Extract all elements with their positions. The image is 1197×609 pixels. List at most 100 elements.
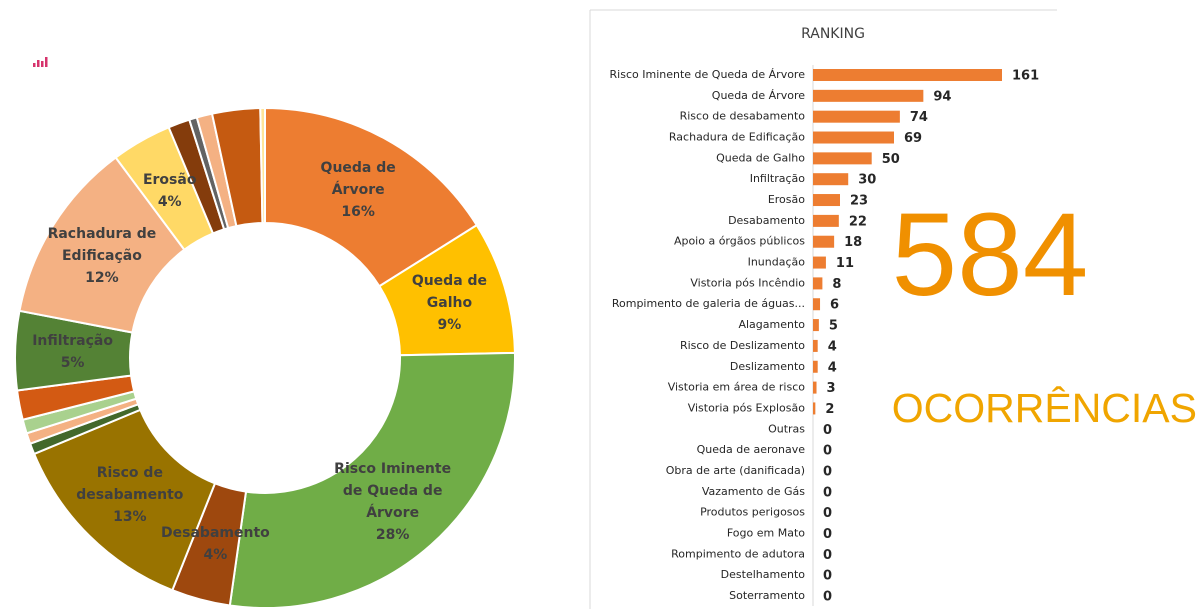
- slice-value: 28%: [375, 527, 410, 544]
- bar: [813, 152, 872, 165]
- slice-category: Desabamento: [161, 525, 270, 541]
- slice-category: Erosão: [142, 171, 197, 188]
- bar-value: 50: [882, 152, 900, 167]
- bar-category: Queda de Galho: [716, 151, 805, 164]
- bar-value: 69: [904, 131, 922, 146]
- bar-category: Rompimento de adutora: [671, 547, 805, 560]
- bar: [813, 339, 818, 352]
- bar-value: 0: [823, 527, 832, 542]
- bar-value: 94: [933, 89, 951, 104]
- bar-value: 0: [823, 569, 832, 584]
- bar-category: Desabamento: [728, 214, 805, 227]
- bar-value: 30: [858, 173, 876, 188]
- bar-category: Queda de aeronave: [697, 443, 806, 456]
- bar-value: 11: [836, 256, 854, 271]
- slice-label: Queda de Galho 9%: [374, 270, 524, 336]
- bar-value: 8: [832, 277, 841, 292]
- bar-category: Infiltração: [750, 172, 806, 185]
- bar-category: Vistoria pós Explosão: [688, 401, 806, 414]
- slice-value: 12%: [85, 269, 119, 286]
- slice-category: Risco Iminente de Queda de Árvore: [334, 461, 452, 522]
- bar-value: 5: [829, 319, 838, 334]
- bar-value: 2: [825, 402, 834, 417]
- bar-category: Erosão: [768, 193, 805, 206]
- bar-value: 0: [823, 485, 832, 500]
- pie-slice: [228, 351, 516, 609]
- bar-value: 23: [850, 194, 868, 209]
- slice-label: Infiltração 5%: [0, 330, 148, 374]
- bar: [813, 194, 840, 207]
- bar-value: 4: [828, 360, 837, 375]
- slice-value: 4%: [157, 193, 182, 210]
- bar-category: Apoio a órgãos públicos: [674, 235, 805, 248]
- bar-category: Vistoria pós Incêndio: [690, 276, 805, 289]
- slice-value: 13%: [113, 509, 147, 526]
- slice-category: Queda de Galho: [411, 272, 488, 311]
- slice-label: Risco de desabamento 13%: [55, 462, 205, 528]
- slice-label: Erosão 4%: [95, 169, 245, 213]
- bar-category: Rachadura de Edificação: [669, 131, 805, 144]
- bar-value: 6: [830, 298, 839, 313]
- bar-value: 4: [828, 339, 837, 354]
- bar-category: Risco Iminente de Queda de Árvore: [610, 68, 806, 81]
- bar-value: 0: [823, 464, 832, 479]
- bar: [813, 131, 894, 144]
- slice-category: Infiltração: [32, 333, 113, 350]
- bar-value: 18: [844, 235, 862, 250]
- bar: [813, 110, 900, 123]
- bar-category: Obra de arte (danificada): [666, 464, 805, 477]
- slice-label: Risco Iminente de Queda de Árvore 28%: [318, 458, 468, 546]
- bar-value: 22: [849, 214, 867, 229]
- bar-category: Queda de Árvore: [712, 89, 805, 102]
- total-value: 584: [891, 189, 1089, 321]
- bar: [813, 402, 816, 415]
- total-label: OCORRÊNCIAS: [891, 385, 1197, 431]
- bar-value: 74: [910, 110, 928, 125]
- bar: [813, 214, 839, 227]
- bar-category: Vazamento de Gás: [702, 485, 805, 498]
- bar-title: RANKING: [801, 26, 865, 42]
- bar: [813, 256, 826, 269]
- slice-value: 5%: [60, 355, 85, 372]
- bar-value: 0: [823, 506, 832, 521]
- bar-category: Alagamento: [738, 318, 805, 331]
- bar-value: 3: [827, 381, 836, 396]
- bar-category: Rompimento de galeria de águas...: [612, 297, 805, 310]
- bar-category: Outras: [768, 422, 805, 435]
- bar-category: Vistoria em área de risco: [668, 381, 806, 394]
- slice-category: Risco de desabamento: [76, 465, 184, 504]
- bar-category: Deslizamento: [730, 360, 805, 373]
- bar-value: 0: [823, 548, 832, 563]
- bar-category: Risco de desabamento: [680, 110, 806, 123]
- bar-value: 0: [823, 423, 832, 438]
- bar: [813, 298, 821, 311]
- bar-category: Fogo em Mato: [727, 526, 805, 539]
- slice-value: 4%: [203, 547, 228, 563]
- bar: [813, 89, 924, 102]
- bar-category: Produtos perigosos: [700, 506, 805, 519]
- bar: [813, 235, 835, 248]
- bar-category: Soterramento: [729, 589, 805, 602]
- bar: [813, 319, 819, 332]
- pie-slice: [259, 106, 266, 225]
- slice-label: Rachadura de Edificação 12%: [27, 223, 177, 289]
- bar: [813, 173, 849, 186]
- pie-slice: [264, 106, 479, 288]
- slice-category: Queda de Árvore: [320, 159, 396, 198]
- slice-value: 9%: [437, 316, 462, 333]
- bar: [813, 69, 1002, 81]
- bar-category: Inundação: [748, 256, 806, 269]
- bar-value: 0: [823, 590, 832, 605]
- slice-label: Desabamento 4%: [140, 522, 290, 566]
- slice-label: Queda de Árvore 16%: [283, 157, 433, 223]
- slice-value: 16%: [341, 203, 375, 220]
- bar-category: Risco de Deslizamento: [680, 339, 805, 352]
- bar: [813, 360, 818, 373]
- bar-category: Destelhamento: [721, 568, 806, 581]
- slice-category: Rachadura de Edificação: [47, 225, 157, 264]
- bar-value: 161: [1012, 69, 1039, 84]
- bar: [813, 381, 817, 394]
- chart-icon: [33, 57, 48, 67]
